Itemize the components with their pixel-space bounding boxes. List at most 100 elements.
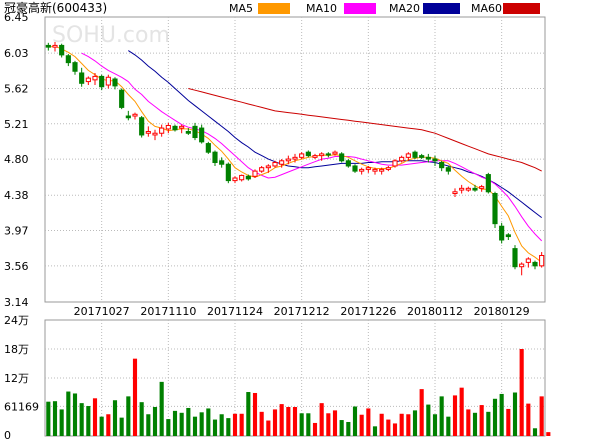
candle-body: [252, 170, 258, 177]
chart-title: 冠豪高新(600433): [4, 0, 107, 15]
candle-body: [239, 174, 245, 181]
volume-bar: [412, 410, 418, 436]
candle: [172, 124, 178, 132]
volume-bar: [192, 416, 198, 436]
candle: [332, 150, 338, 156]
candle-body: [345, 160, 351, 167]
volume-tick-label: 0: [4, 429, 11, 440]
candle-body: [539, 255, 545, 267]
price-tick-label: 4.38: [4, 189, 29, 202]
volume-bar: [286, 407, 291, 436]
candle: [112, 77, 118, 90]
legend-ma5-label: MA5: [229, 2, 253, 15]
volume-bar: [139, 402, 144, 436]
candle-body: [245, 175, 251, 180]
volume-bar: [372, 426, 378, 436]
legend-ma60-swatch: [503, 3, 540, 14]
price-tick-label: 3.14: [4, 296, 29, 309]
candle-body: [405, 153, 411, 158]
candle: [199, 124, 205, 144]
volume-bar: [212, 419, 218, 436]
volume-tick-label: 18万: [4, 343, 29, 356]
candle-body: [172, 125, 178, 131]
volume-bar: [499, 393, 504, 436]
candle-body: [392, 160, 398, 167]
candle: [405, 152, 411, 161]
volume-bar: [472, 412, 478, 436]
volume-bar: [319, 403, 324, 436]
volume-bar: [306, 413, 311, 436]
price-tick-label: 3.56: [4, 260, 29, 273]
candle-body: [45, 44, 51, 48]
candle-body: [379, 168, 385, 172]
candle-body: [492, 193, 498, 225]
x-tick-label: 20171124: [207, 305, 263, 318]
candle-body: [505, 234, 511, 238]
candle: [165, 122, 171, 134]
volume-bar: [232, 413, 238, 436]
candle: [239, 174, 245, 182]
candle: [532, 260, 538, 270]
volume-bar: [172, 410, 178, 436]
volume-bar: [132, 358, 138, 436]
candle: [279, 159, 285, 168]
legend-ma60-label: MA60: [471, 2, 502, 15]
volume-bar: [299, 413, 304, 436]
candle: [185, 128, 191, 135]
volume-tick-label: 61169: [4, 400, 39, 413]
volume-bar: [292, 407, 298, 436]
volume-bar: [272, 409, 278, 436]
candle-body: [385, 167, 391, 170]
candle: [159, 124, 165, 137]
candle-body: [512, 248, 518, 268]
candle-body: [525, 258, 531, 263]
volume-bar: [52, 401, 58, 436]
candle-body: [52, 44, 58, 48]
volume-grid: [45, 348, 545, 407]
volume-bar: [326, 413, 331, 436]
volume-bar: [526, 403, 531, 436]
candle-body: [325, 153, 331, 156]
candle-body: [285, 158, 291, 162]
candle-body: [185, 131, 191, 134]
candle-body: [479, 186, 485, 189]
volume-bar: [126, 396, 131, 436]
candle: [472, 184, 478, 192]
candle-body: [312, 155, 318, 158]
candle-body: [79, 72, 85, 84]
candle: [79, 67, 85, 87]
volume-bar: [426, 404, 431, 436]
volume-bars: [46, 349, 551, 436]
candle-body: [499, 225, 505, 241]
volume-bar: [419, 389, 424, 436]
candle: [425, 153, 431, 163]
volume-bar: [459, 387, 464, 436]
candle-body: [319, 153, 325, 157]
candle: [65, 54, 71, 67]
candle-body: [99, 75, 105, 88]
candle: [52, 41, 58, 52]
candle: [439, 160, 445, 172]
candle-body: [259, 167, 265, 172]
candle: [92, 72, 98, 86]
x-tick-label: 20171212: [274, 305, 330, 318]
candle: [179, 124, 185, 134]
candle: [105, 74, 111, 89]
candle-body: [139, 117, 145, 136]
candle: [139, 116, 145, 138]
candle-body: [179, 125, 185, 129]
volume-bar: [332, 410, 338, 436]
candle: [45, 42, 51, 51]
candle-body: [265, 165, 271, 169]
volume-bar: [546, 432, 551, 436]
price-tick-label: 4.80: [4, 153, 29, 166]
candle: [479, 184, 485, 192]
volume-bar: [186, 407, 191, 436]
candle: [252, 169, 258, 179]
volume-bar: [159, 381, 164, 436]
candle-body: [472, 187, 478, 191]
volume-bar: [92, 398, 98, 436]
candle-body: [212, 151, 218, 164]
candle-body: [199, 127, 205, 143]
